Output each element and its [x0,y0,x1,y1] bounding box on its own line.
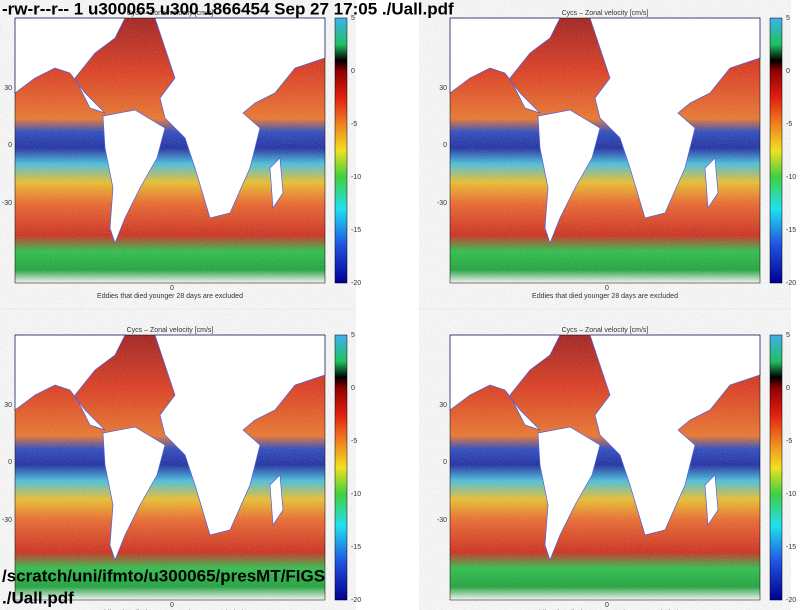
colorbar-tick-label: -15 [351,544,361,551]
continent [154,17,326,219]
panel-caption: Eddies that died younger 28 days are exc… [532,293,678,300]
x-tick-label: 0 [170,602,174,609]
continent [269,157,284,210]
colorbar-tick-label: -15 [786,227,796,234]
panel-title: Cycs – Zonal velocity [cm/s] [562,327,649,334]
continent [269,474,284,527]
colorbar-tick-label: -10 [786,491,796,498]
colorbar-tick-label: 0 [786,385,790,392]
colorbar-tick-label: 5 [351,15,355,22]
continent [102,109,166,245]
colorbar-tick-label: -15 [351,227,361,234]
x-tick-label: 0 [170,285,174,292]
x-tick-label: 0 [605,285,609,292]
frame [14,17,326,284]
colorbar-tick-label: -10 [351,174,361,181]
panel-caption: Eddies that died younger 28 days are exc… [97,293,243,300]
continent [154,334,326,536]
colorbar-tick-label: -5 [351,121,357,128]
frame [449,17,761,284]
colorbar-scale [769,334,783,601]
colorbar-tick-label: -10 [351,491,361,498]
frame [449,334,761,601]
continent [14,17,126,114]
colorbar-tick-label: 5 [786,15,790,22]
y-tick-label: 0 [8,142,12,149]
continent [589,334,761,536]
y-tick-label: -30 [437,200,447,207]
colorbar: 5 0 -5 -10 -15 -20 [769,15,796,287]
continent [14,334,126,431]
continent [537,426,601,562]
panel-title: Cycs – Zonal velocity [cm/s] [127,327,214,334]
colorbar-scale [334,334,348,601]
y-tick-label: 0 [443,142,447,149]
panel: Cycs – Zonal velocity [cm/s]Eddies that … [437,327,796,610]
continent [449,334,561,431]
colorbar-tick-label: -20 [786,280,796,287]
panel: Cycs – Zonal velocity [cm/s] Eddies that … [2,10,361,300]
colorbar: 5 0 -5 -10 -15 -20 [334,15,361,287]
colorbar-tick-label: 5 [351,332,355,339]
continent [704,474,719,527]
panel: Cycs – Zonal velocity [cm/s]Eddies that … [2,327,361,610]
colorbar-tick-label: -10 [786,174,796,181]
y-tick-label: 0 [443,459,447,466]
colorbar-tick-label: 0 [351,68,355,75]
panel-title: Cycs – Zonal velocity [cm/s] [562,10,649,17]
continent [704,157,719,210]
continent [102,426,166,562]
y-tick-label: 0 [8,459,12,466]
colorbar-tick-label: 5 [786,332,790,339]
colorbar-scale [769,17,783,284]
y-tick-label: 30 [439,85,447,92]
y-tick-label: 30 [439,402,447,409]
colorbar-tick-label: 0 [786,68,790,75]
continent [449,17,561,114]
colorbar-tick-label: 0 [351,385,355,392]
x-tick-label: 0 [605,602,609,609]
colorbar-tick-label: -5 [786,438,792,445]
colorbar-tick-label: -5 [351,438,357,445]
continent [537,109,601,245]
frame [14,334,326,601]
y-tick-label: -30 [2,517,12,524]
colorbar-scale [334,17,348,284]
continent [589,17,761,219]
colorbar-tick-label: -5 [786,121,792,128]
footer-path: /scratch/uni/ifmto/u300065/presMT/FIGS [2,566,325,585]
y-tick-label: -30 [437,517,447,524]
footer-file: ./Uall.pdf [2,588,74,607]
panel: Cycs – Zonal velocity [cm/s] Eddies that … [437,10,796,300]
y-tick-label: 30 [4,402,12,409]
colorbar-tick-label: -20 [351,597,361,604]
panel-title: Cycs – Zonal velocity [cm/s] [127,10,214,17]
y-tick-label: 30 [4,85,12,92]
colorbar: 5 0 -5 -10 -15 -20 [769,332,796,604]
colorbar-tick-label: -15 [786,544,796,551]
colorbar: 5 0 -5 -10 -15 -20 [334,332,361,604]
y-tick-label: -30 [2,200,12,207]
colorbar-tick-label: -20 [351,280,361,287]
header: -rw-r--r-- 1 u300065 u300 1866454 Sep 27… [2,0,454,18]
colorbar-tick-label: -20 [786,597,796,604]
